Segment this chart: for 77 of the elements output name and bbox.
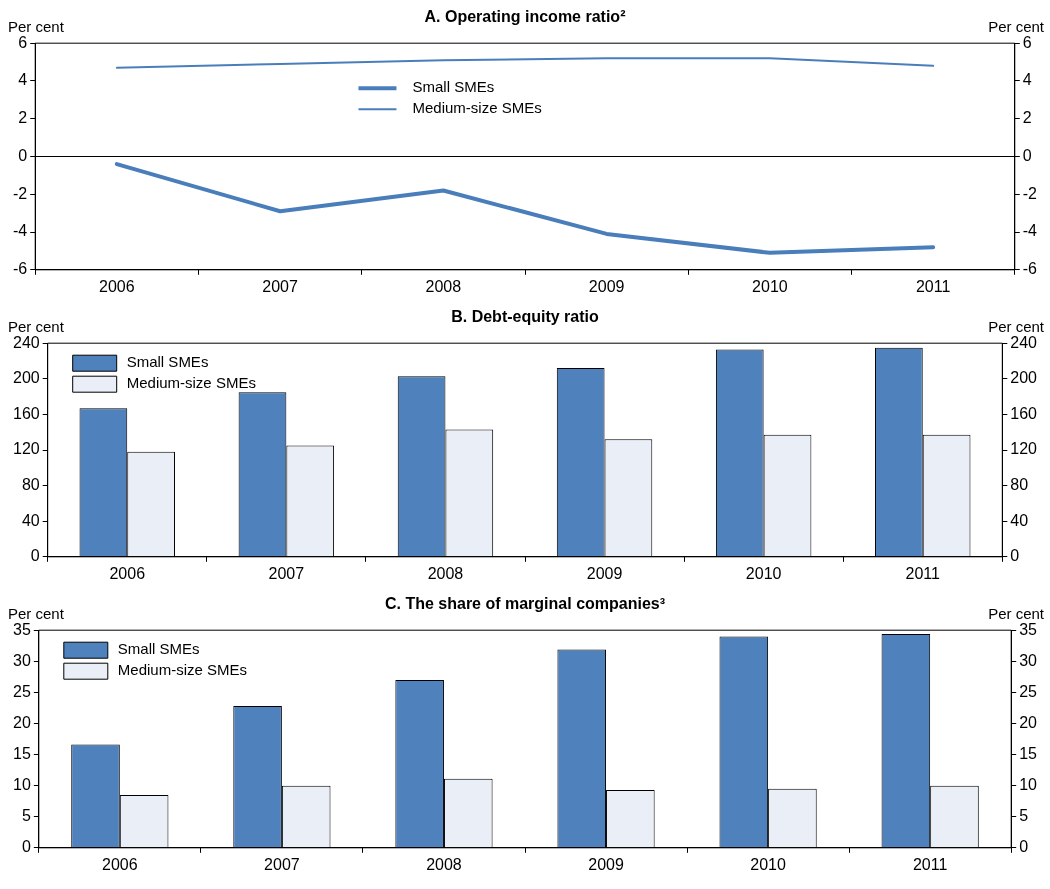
legend-label: Small SMEs bbox=[117, 640, 200, 658]
y2-axis-title: Per cent bbox=[988, 604, 1045, 622]
legend-label: Small SMEs bbox=[412, 78, 495, 96]
x-tick-label: 2010 bbox=[752, 277, 788, 295]
y-tick-label: 10 bbox=[13, 776, 31, 794]
y-tick-label: 0 bbox=[21, 838, 31, 856]
y2-tick-label: 160 bbox=[1010, 404, 1038, 422]
x-tick-label: 2008 bbox=[426, 855, 462, 873]
y2-axis-title: Per cent bbox=[988, 317, 1045, 335]
y-tick-label: 240 bbox=[12, 333, 40, 351]
y-tick-label: 5 bbox=[21, 807, 31, 825]
y-axis-title: Per cent bbox=[8, 317, 65, 335]
y-tick-label: 0 bbox=[30, 547, 40, 565]
y2-tick-label: 0 bbox=[1010, 547, 1020, 565]
y2-tick-label: 10 bbox=[1019, 776, 1038, 794]
y-tick-label: 35 bbox=[13, 620, 31, 638]
x-tick-label: 2008 bbox=[427, 564, 464, 582]
x-tick-label: 2009 bbox=[588, 277, 625, 295]
legend-label: Medium-size SMEs bbox=[126, 374, 256, 392]
x-tick-label: 2007 bbox=[264, 855, 300, 873]
chart-title: A. Operating income ratio² bbox=[424, 8, 626, 26]
y-tick-label: 80 bbox=[21, 476, 40, 494]
y2-tick-label: 15 bbox=[1019, 744, 1038, 762]
y-tick-label: 25 bbox=[13, 682, 31, 700]
y2-tick-label: 5 bbox=[1019, 807, 1029, 825]
x-tick-label: 2008 bbox=[425, 277, 462, 295]
y-tick-label: -2 bbox=[12, 184, 28, 202]
y-axis-title: Per cent bbox=[8, 17, 65, 35]
x-tick-label: 2010 bbox=[745, 564, 782, 582]
y2-tick-label: 25 bbox=[1019, 682, 1038, 700]
y2-tick-label: 0 bbox=[1019, 838, 1029, 856]
y-tick-label: -6 bbox=[12, 260, 28, 278]
x-tick-label: 2009 bbox=[588, 855, 624, 873]
y2-tick-label: 2 bbox=[1022, 109, 1032, 127]
y-axis-title: Per cent bbox=[8, 604, 65, 622]
x-tick-label: 2011 bbox=[915, 277, 951, 295]
y-tick-label: 40 bbox=[21, 511, 40, 529]
y-tick-label: 120 bbox=[12, 440, 40, 458]
y2-tick-label: 20 bbox=[1019, 713, 1038, 731]
y2-tick-label: 4 bbox=[1022, 71, 1032, 89]
y2-tick-label: 80 bbox=[1010, 476, 1029, 494]
x-tick-label: 2009 bbox=[586, 564, 623, 582]
y2-tick-label: -2 bbox=[1022, 184, 1038, 202]
y2-tick-label: 200 bbox=[1010, 369, 1038, 387]
y2-tick-label: 6 bbox=[1022, 33, 1032, 51]
y-tick-label: 2 bbox=[18, 109, 28, 127]
x-tick-label: 2010 bbox=[750, 855, 786, 873]
x-tick-label: 2007 bbox=[268, 564, 305, 582]
legend-label: Medium-size SMEs bbox=[117, 661, 247, 679]
y-tick-label: 4 bbox=[18, 71, 28, 89]
y2-tick-label: 35 bbox=[1019, 620, 1038, 638]
y-tick-label: -4 bbox=[12, 222, 28, 240]
x-tick-label: 2006 bbox=[99, 277, 135, 295]
y2-tick-label: 120 bbox=[1010, 440, 1038, 458]
y2-axis-title: Per cent bbox=[988, 17, 1045, 35]
x-tick-label: 2007 bbox=[262, 277, 299, 295]
y-tick-label: 160 bbox=[12, 404, 40, 422]
y2-tick-label: 40 bbox=[1010, 511, 1029, 529]
y-tick-label: 15 bbox=[13, 744, 31, 762]
y2-tick-label: 240 bbox=[1010, 333, 1038, 351]
legend-label: Small SMEs bbox=[126, 353, 209, 371]
x-tick-label: 2011 bbox=[905, 564, 941, 582]
chart-title: C. The share of marginal companies³ bbox=[384, 595, 666, 613]
y2-tick-label: 0 bbox=[1022, 146, 1032, 164]
y-tick-label: 6 bbox=[18, 33, 28, 51]
y-tick-label: 20 bbox=[13, 713, 31, 731]
y-tick-label: 200 bbox=[12, 369, 40, 387]
x-tick-label: 2011 bbox=[912, 855, 948, 873]
chart-title: B. Debt-equity ratio bbox=[451, 308, 600, 326]
x-tick-label: 2006 bbox=[102, 855, 138, 873]
y2-tick-label: 30 bbox=[1019, 651, 1038, 669]
x-tick-label: 2006 bbox=[109, 564, 146, 582]
y-tick-label: 30 bbox=[13, 651, 31, 669]
legend-label: Medium-size SMEs bbox=[412, 99, 542, 117]
y-tick-label: 0 bbox=[18, 146, 28, 164]
y2-tick-label: -6 bbox=[1022, 260, 1038, 278]
y2-tick-label: -4 bbox=[1022, 222, 1038, 240]
